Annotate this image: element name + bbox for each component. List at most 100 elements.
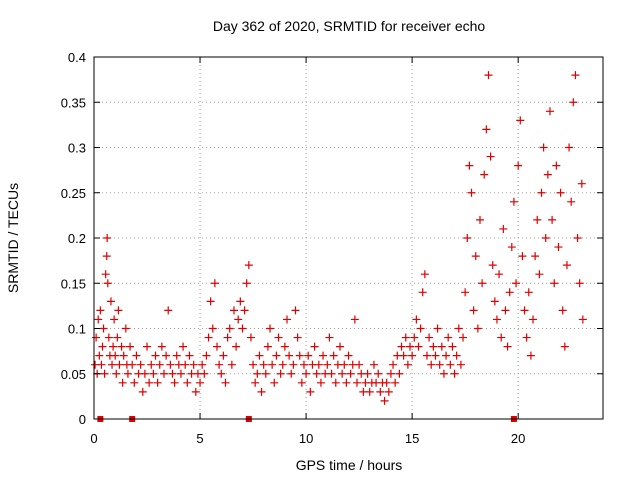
data-point: [450, 369, 459, 378]
data-point: [374, 369, 383, 378]
data-point: [219, 351, 228, 360]
y-tick-label: 0.35: [61, 95, 86, 110]
data-point: [327, 369, 336, 378]
data-point: [456, 360, 465, 369]
data-point: [162, 351, 171, 360]
x-axis-ticks: 0 5 10 15 20: [90, 57, 525, 446]
data-point: [123, 369, 132, 378]
data-point: [289, 360, 298, 369]
data-point: [520, 306, 529, 315]
y-tick-label: 0.1: [68, 322, 86, 337]
data-point: [575, 279, 584, 288]
data-point: [573, 234, 582, 242]
data-point: [278, 360, 287, 369]
data-point: [420, 270, 429, 279]
data-point: [410, 333, 419, 342]
data-point: [503, 342, 512, 351]
data-point: [95, 351, 104, 360]
data-point: [103, 279, 112, 288]
data-point: [157, 342, 166, 351]
data-point: [138, 387, 147, 396]
data-point: [266, 324, 275, 333]
data-point: [425, 333, 434, 342]
data-point: [314, 360, 323, 369]
data-point: [287, 369, 296, 378]
data-point: [531, 252, 540, 261]
data-point: [403, 360, 412, 369]
data-point: [276, 369, 285, 378]
data-point: [217, 369, 226, 378]
data-point: [280, 342, 289, 351]
data-point: [406, 342, 415, 351]
data-point: [251, 378, 260, 387]
data-point: [106, 297, 115, 306]
data-point: [306, 387, 315, 396]
data-point: [166, 360, 175, 369]
y-axis-ticks: 0 0.05 0.1 0.15 0.2 0.25 0.3 0.35 0.4: [61, 50, 603, 427]
data-point: [149, 369, 158, 378]
data-point: [365, 387, 374, 396]
data-point: [111, 351, 120, 360]
data-point: [242, 279, 251, 288]
data-point: [412, 315, 421, 324]
data-point: [299, 360, 308, 369]
data-point: [346, 369, 355, 378]
data-point: [168, 369, 177, 378]
data-point: [97, 360, 106, 369]
data-point: [340, 360, 349, 369]
data-point: [234, 315, 243, 324]
data-point: [115, 360, 124, 369]
data-point: [113, 333, 122, 342]
data-point: [448, 342, 457, 351]
data-point: [435, 360, 444, 369]
data-point: [512, 279, 521, 288]
data-point: [533, 215, 542, 224]
chart-title: Day 362 of 2020, SRMTID for receiver ech…: [213, 18, 486, 34]
data-point: [136, 360, 145, 369]
data-point: [189, 360, 198, 369]
data-point: [257, 387, 266, 396]
data-point: [501, 306, 510, 315]
data-point: [304, 351, 313, 360]
x-axis-label: GPS time / hours: [296, 457, 403, 473]
data-point: [221, 378, 230, 387]
data-point: [486, 152, 495, 161]
data-point: [499, 224, 508, 233]
data-point: [376, 387, 385, 396]
data-point: [213, 342, 222, 351]
data-point: [537, 188, 546, 197]
data-point: [170, 378, 179, 387]
data-point: [151, 351, 160, 360]
data-point: [571, 71, 580, 80]
data-point: [431, 351, 440, 360]
data-point: [176, 369, 185, 378]
data-point: [389, 360, 398, 369]
data-point: [112, 369, 121, 378]
y-tick-label: 0: [79, 412, 86, 427]
data-point: [467, 188, 476, 197]
data-point: [452, 351, 461, 360]
data-point: [181, 360, 190, 369]
data-point: [558, 306, 567, 315]
data-point: [397, 342, 406, 351]
data-point: [529, 315, 538, 324]
data-point: [259, 360, 268, 369]
y-tick-label: 0.3: [68, 141, 86, 156]
data-point: [539, 143, 548, 152]
data-point: [578, 315, 587, 324]
data-point: [550, 279, 559, 288]
data-point: [395, 369, 404, 378]
data-point: [132, 351, 141, 360]
data-point: [293, 333, 302, 342]
data-point: [143, 342, 152, 351]
data-point: [429, 342, 438, 351]
data-point: [253, 369, 262, 378]
data-point: [319, 351, 328, 360]
data-point: [518, 252, 527, 261]
data-point: [323, 360, 332, 369]
data-point: [380, 396, 389, 405]
data-point: [505, 288, 514, 297]
data-point: [545, 107, 554, 116]
data-point: [159, 369, 168, 378]
data-point: [548, 215, 557, 224]
